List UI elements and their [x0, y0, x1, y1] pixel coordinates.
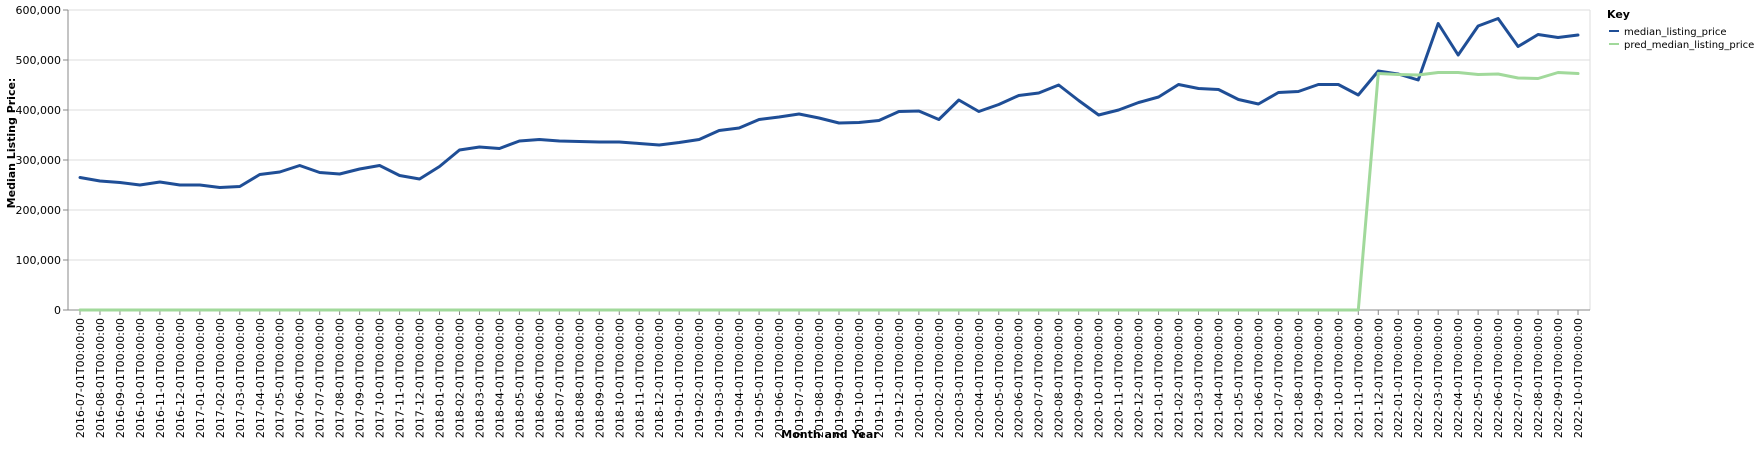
x-tick-label: 2018-04-01T00:00:00 — [493, 318, 506, 438]
x-tick-label: 2019-04-01T00:00:00 — [733, 318, 746, 438]
x-tick-label: 2017-05-01T00:00:00 — [274, 318, 287, 438]
x-tick-label: 2018-07-01T00:00:00 — [553, 318, 566, 438]
x-tick-label: 2021-02-01T00:00:00 — [1173, 318, 1186, 438]
x-tick-label: 2022-06-01T00:00:00 — [1492, 318, 1505, 438]
x-tick-label: 2020-07-01T00:00:00 — [1033, 318, 1046, 438]
x-tick-label: 2019-08-01T00:00:00 — [813, 318, 826, 438]
x-tick-label: 2017-10-01T00:00:00 — [374, 318, 387, 438]
y-tick-label: 500,000 — [16, 54, 62, 67]
x-tick-label: 2022-03-01T00:00:00 — [1432, 318, 1445, 438]
x-tick-label: 2017-02-01T00:00:00 — [214, 318, 227, 438]
x-tick-label: 2021-05-01T00:00:00 — [1232, 318, 1245, 438]
x-tick-label: 2021-11-01T00:00:00 — [1352, 318, 1365, 438]
x-tick-label: 2022-05-01T00:00:00 — [1472, 318, 1485, 438]
x-tick-label: 2016-09-01T00:00:00 — [114, 318, 127, 438]
y-tick-label: 100,000 — [16, 254, 62, 267]
x-tick-label: 2016-10-01T00:00:00 — [134, 318, 147, 438]
x-tick-label: 2022-04-01T00:00:00 — [1452, 318, 1465, 438]
legend-label: pred_median_listing_price — [1624, 40, 1754, 51]
x-tick-label: 2019-11-01T00:00:00 — [873, 318, 886, 438]
x-tick-label: 2019-05-01T00:00:00 — [753, 318, 766, 438]
x-tick-label: 2018-05-01T00:00:00 — [513, 318, 526, 438]
x-tick-label: 2019-02-01T00:00:00 — [693, 318, 706, 438]
x-tick-label: 2021-09-01T00:00:00 — [1312, 318, 1325, 438]
grid-layer — [68, 9, 1591, 311]
x-tick-label: 2019-10-01T00:00:00 — [853, 318, 866, 438]
x-tick-label: 2018-10-01T00:00:00 — [613, 318, 626, 438]
x-tick-label: 2021-10-01T00:00:00 — [1332, 318, 1345, 438]
x-tick-label: 2021-01-01T00:00:00 — [1153, 318, 1166, 438]
legend: Key median_listing_price pred_median_list… — [1607, 8, 1754, 51]
y-tick-label: 600,000 — [16, 4, 62, 17]
x-tick-label: 2021-07-01T00:00:00 — [1272, 318, 1285, 438]
x-tick-label: 2016-07-01T00:00:00 — [74, 318, 87, 438]
x-tick-label: 2019-07-01T00:00:00 — [793, 318, 806, 438]
x-tick-label: 2017-07-01T00:00:00 — [314, 318, 327, 438]
x-tick-label: 2019-12-01T00:00:00 — [893, 318, 906, 438]
x-tick-label: 2022-01-01T00:00:00 — [1392, 318, 1405, 438]
x-tick-label: 2017-03-01T00:00:00 — [234, 318, 247, 438]
x-tick-label: 2017-01-01T00:00:00 — [194, 318, 207, 438]
x-tick-label: 2021-04-01T00:00:00 — [1212, 318, 1225, 438]
x-tick-label: 2019-03-01T00:00:00 — [713, 318, 726, 438]
x-tick-label: 2020-11-01T00:00:00 — [1113, 318, 1126, 438]
series-line-pred_median_listing_price — [78, 71, 1580, 312]
x-tick-label: 2020-04-01T00:00:00 — [973, 318, 986, 438]
x-tick-label: 2017-11-01T00:00:00 — [394, 318, 407, 438]
x-tick-label: 2018-12-01T00:00:00 — [653, 318, 666, 438]
x-tick-label: 2016-12-01T00:00:00 — [174, 318, 187, 438]
x-tick-label: 2020-05-01T00:00:00 — [993, 318, 1006, 438]
x-tick-label: 2016-08-01T00:00:00 — [94, 318, 107, 438]
series-layer — [78, 17, 1580, 312]
x-tick-label: 2021-12-01T00:00:00 — [1372, 318, 1385, 438]
legend-title: Key — [1607, 8, 1630, 21]
x-tick-label: 2016-11-01T00:00:00 — [154, 318, 167, 438]
x-tick-label: 2021-06-01T00:00:00 — [1252, 318, 1265, 438]
x-tick-label: 2019-09-01T00:00:00 — [833, 318, 846, 438]
x-tick-label: 2022-09-01T00:00:00 — [1552, 318, 1565, 438]
x-tick-label: 2020-02-01T00:00:00 — [933, 318, 946, 438]
x-tick-label: 2022-10-01T00:00:00 — [1572, 318, 1585, 438]
x-tick-label: 2022-07-01T00:00:00 — [1512, 318, 1525, 438]
x-tick-label: 2018-06-01T00:00:00 — [533, 318, 546, 438]
x-tick-label: 2018-08-01T00:00:00 — [573, 318, 586, 438]
x-tick-label: 2017-08-01T00:00:00 — [334, 318, 347, 438]
x-tick-label: 2018-01-01T00:00:00 — [434, 318, 447, 438]
x-tick-label: 2017-04-01T00:00:00 — [254, 318, 267, 438]
x-tick-label: 2020-10-01T00:00:00 — [1093, 318, 1106, 438]
series-line-median_listing_price — [78, 17, 1580, 189]
x-tick-label: 2017-06-01T00:00:00 — [294, 318, 307, 438]
x-tick-label: 2018-02-01T00:00:00 — [453, 318, 466, 438]
x-tick-label: 2022-02-01T00:00:00 — [1412, 318, 1425, 438]
legend-label: median_listing_price — [1624, 27, 1727, 38]
y-axis-title: Median Listing Price: — [5, 78, 18, 209]
x-tick-label: 2018-03-01T00:00:00 — [473, 318, 486, 438]
axes: 0 100,000 200,000 300,000 400,000 500,000 600,… — [16, 4, 1590, 438]
x-tick-label: 2019-01-01T00:00:00 — [673, 318, 686, 438]
x-tick-label: 2022-08-01T00:00:00 — [1532, 318, 1545, 438]
x-tick-label: 2020-08-01T00:00:00 — [1053, 318, 1066, 438]
x-tick-label: 2017-09-01T00:00:00 — [354, 318, 367, 438]
x-tick-label: 2019-06-01T00:00:00 — [773, 318, 786, 438]
x-tick-label: 2021-03-01T00:00:00 — [1193, 318, 1206, 438]
y-tick-label: 0 — [54, 304, 61, 317]
x-tick-label: 2021-08-01T00:00:00 — [1292, 318, 1305, 438]
x-tick-label: 2018-09-01T00:00:00 — [593, 318, 606, 438]
x-tick-label: 2017-12-01T00:00:00 — [414, 318, 427, 438]
x-tick-label: 2020-03-01T00:00:00 — [953, 318, 966, 438]
x-tick-label: 2018-11-01T00:00:00 — [633, 318, 646, 438]
x-tick-label: 2020-12-01T00:00:00 — [1133, 318, 1146, 438]
y-tick-label: 300,000 — [16, 154, 62, 167]
y-tick-label: 200,000 — [16, 204, 62, 217]
y-tick-label: 400,000 — [16, 104, 62, 117]
x-tick-label: 2020-01-01T00:00:00 — [913, 318, 926, 438]
x-tick-label: 2020-09-01T00:00:00 — [1073, 318, 1086, 438]
x-axis-title: Month and Year — [781, 428, 879, 441]
x-tick-label: 2020-06-01T00:00:00 — [1013, 318, 1026, 438]
